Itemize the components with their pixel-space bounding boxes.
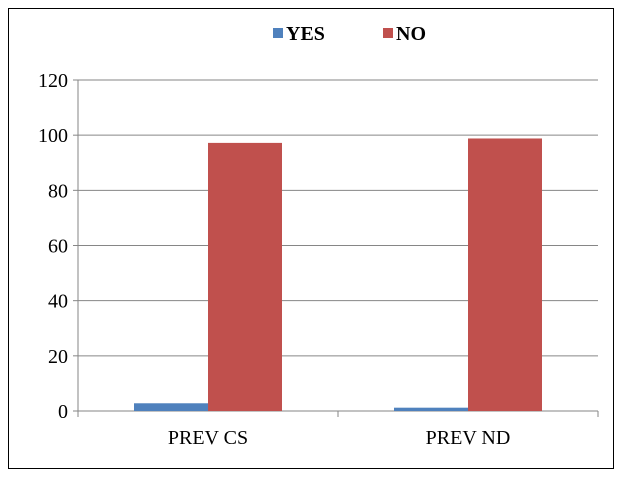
- y-tick-label: 0: [58, 401, 68, 423]
- bar-yes-1: [394, 407, 468, 411]
- legend: YES NO: [273, 23, 426, 45]
- legend-swatch-no: [383, 28, 393, 38]
- legend-label-no: NO: [396, 23, 426, 45]
- x-category-label: PREV ND: [426, 427, 511, 449]
- y-tick-label: 120: [38, 70, 68, 92]
- bar-no-0: [208, 142, 282, 411]
- x-category-label: PREV CS: [168, 427, 248, 449]
- y-tick-label: 40: [48, 291, 68, 313]
- axis-labels: 0 20 40 60 80 100 120 PREV CS PREV ND: [38, 70, 510, 449]
- bar-yes-0: [134, 403, 208, 411]
- legend-swatch-yes: [273, 28, 283, 38]
- y-tick-label: 100: [38, 125, 68, 147]
- bar-no-1: [468, 138, 542, 411]
- y-tick-label: 60: [48, 236, 68, 258]
- y-tick-label: 20: [48, 346, 68, 368]
- y-tick-label: 80: [48, 180, 68, 202]
- bars: [134, 138, 542, 411]
- legend-label-yes: YES: [286, 23, 325, 45]
